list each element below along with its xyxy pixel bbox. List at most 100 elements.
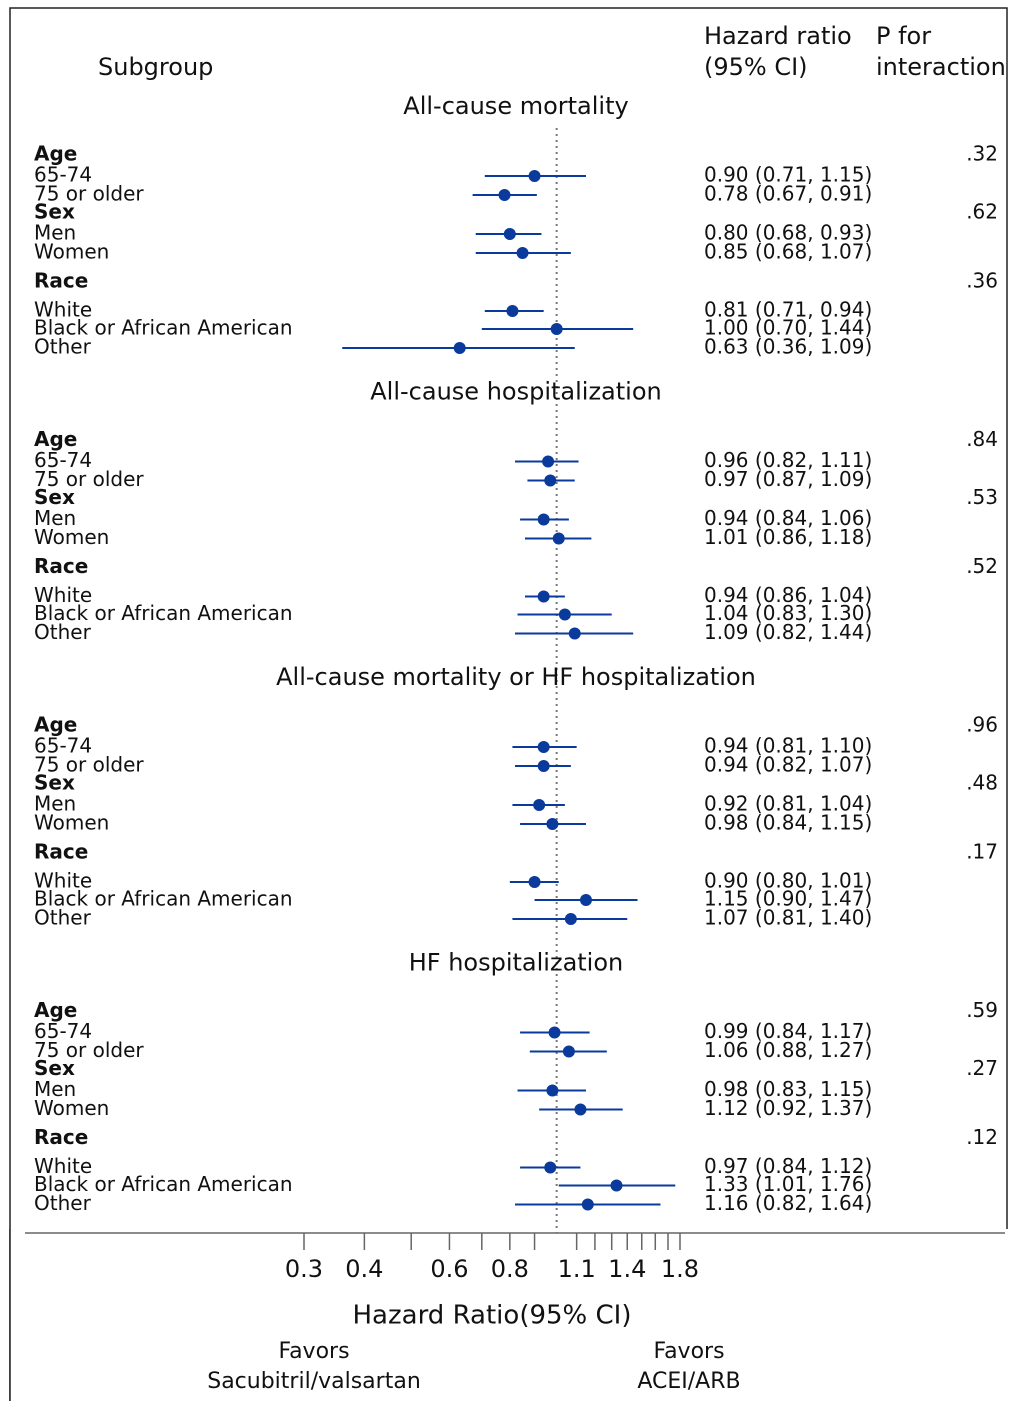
point-estimate — [537, 741, 550, 753]
row-label: 65-74 — [34, 734, 92, 758]
row-label: White — [34, 583, 92, 607]
ci-label: 0.94 (0.86, 1.04) — [704, 583, 872, 607]
row-label: Women — [34, 525, 109, 549]
point-estimate — [544, 1161, 557, 1174]
x-tick-label: 0.8 — [491, 1255, 529, 1283]
ci-label: 0.98 (0.83, 1.15) — [704, 1077, 872, 1101]
point-estimate — [528, 170, 541, 182]
point-estimate — [533, 799, 546, 811]
p-value: .48 — [966, 771, 998, 795]
row-label: Other — [34, 335, 92, 359]
x-tick-label: 1.4 — [608, 1255, 646, 1283]
p-value: .32 — [966, 142, 998, 166]
point-estimate — [550, 323, 563, 335]
p-value: .36 — [966, 269, 998, 293]
ci-label: 0.85 (0.68, 1.07) — [704, 240, 872, 264]
group-label: Age — [34, 427, 77, 451]
group-label: Race — [34, 554, 88, 578]
ci-label: 0.80 (0.68, 0.93) — [704, 221, 872, 245]
ci-label: 1.16 (0.82, 1.64) — [704, 1191, 872, 1215]
row-label: Men — [34, 1077, 76, 1101]
point-estimate — [579, 894, 592, 906]
ci-label: 0.97 (0.87, 1.09) — [704, 467, 872, 491]
row-label: 65-74 — [34, 1019, 92, 1043]
ci-label: 0.96 (0.82, 1.11) — [704, 448, 872, 472]
section-title: HF hospitalization — [409, 949, 624, 977]
row-label: Men — [34, 792, 76, 816]
row-label: 75 or older — [34, 753, 144, 777]
point-estimate — [537, 590, 550, 603]
point-estimate — [503, 228, 516, 240]
row-label: Men — [34, 506, 76, 530]
point-estimate — [542, 455, 555, 468]
p-value: .12 — [966, 1125, 998, 1149]
favors-label: ACEI/ARB — [637, 1369, 740, 1394]
ci-label: 0.94 (0.84, 1.06) — [704, 506, 872, 530]
p-value: .59 — [966, 998, 998, 1022]
x-tick-label: 0.3 — [285, 1255, 323, 1283]
ci-label: 0.94 (0.81, 1.10) — [704, 734, 872, 758]
group-label: Sex — [34, 485, 75, 509]
section-title: All-cause mortality or HF hospitalizatio… — [276, 663, 756, 691]
favors-label: Sacubitril/valsartan — [207, 1369, 421, 1394]
point-estimate — [558, 608, 571, 621]
row-label: Black or African American — [34, 316, 293, 340]
ci-label: 0.90 (0.71, 1.15) — [704, 163, 872, 187]
point-estimate — [528, 876, 541, 888]
point-estimate — [574, 1103, 587, 1116]
group-label: Sex — [34, 771, 75, 795]
hr-header: Hazard ratio — [704, 22, 852, 50]
p-value: .53 — [966, 485, 998, 509]
x-tick-label: 0.6 — [430, 1255, 468, 1283]
row-label: 75 or older — [34, 182, 144, 206]
p-value: .17 — [966, 840, 998, 864]
x-tick-label: 1.8 — [661, 1255, 699, 1283]
ci-label: 1.15 (0.90, 1.47) — [704, 887, 872, 911]
ci-label: 0.99 (0.84, 1.17) — [704, 1019, 872, 1043]
ci-label: 1.09 (0.82, 1.44) — [704, 620, 872, 644]
point-estimate — [506, 305, 519, 317]
point-estimate — [544, 474, 557, 487]
row-label: Other — [34, 906, 92, 930]
row-label: Other — [34, 620, 92, 644]
frame-mask — [10, 1229, 1008, 1401]
x-tick-label: 0.4 — [345, 1255, 383, 1283]
favors-label: Favors — [278, 1339, 349, 1364]
point-estimate — [568, 627, 581, 640]
row-label: Black or African American — [34, 1172, 293, 1196]
point-estimate — [453, 342, 466, 354]
point-estimate — [610, 1179, 623, 1192]
point-estimate — [546, 818, 559, 830]
ci-label: 1.04 (0.83, 1.30) — [704, 601, 872, 625]
group-label: Age — [34, 998, 77, 1022]
row-label: 65-74 — [34, 448, 92, 472]
row-label: Women — [34, 811, 109, 835]
row-label: Women — [34, 240, 109, 264]
point-estimate — [564, 913, 577, 925]
row-label: Black or African American — [34, 601, 293, 625]
group-label: Age — [34, 713, 77, 737]
row-label: 75 or older — [34, 467, 144, 491]
point-estimate — [546, 1084, 559, 1097]
p-value: .27 — [966, 1056, 998, 1080]
p-header: P for — [876, 22, 931, 50]
group-label: Race — [34, 1125, 88, 1149]
p-header: interaction — [876, 53, 1006, 81]
x-axis-title: Hazard Ratio(95% CI) — [353, 1301, 632, 1331]
point-estimate — [581, 1198, 594, 1211]
point-estimate — [537, 513, 550, 526]
ci-label: 1.00 (0.70, 1.44) — [704, 316, 872, 340]
point-estimate — [552, 532, 565, 545]
ci-label: 1.07 (0.81, 1.40) — [704, 906, 872, 930]
row-label: Men — [34, 221, 76, 245]
ci-label: 1.01 (0.86, 1.18) — [704, 525, 872, 549]
favors-label: Favors — [653, 1339, 724, 1364]
ci-label: 0.97 (0.84, 1.12) — [704, 1154, 872, 1178]
group-label: Sex — [34, 200, 75, 224]
frame — [9, 7, 1008, 1401]
group-label: Race — [34, 269, 88, 293]
point-estimate — [537, 760, 550, 772]
section-title: All-cause hospitalization — [370, 378, 661, 406]
